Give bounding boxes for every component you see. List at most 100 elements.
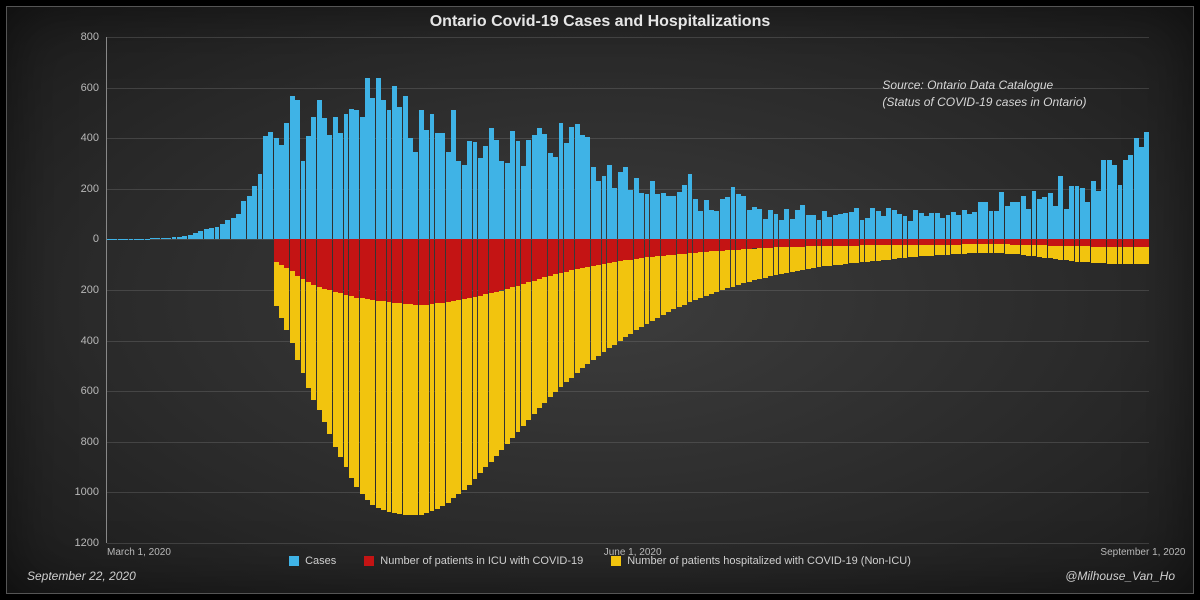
bar-cases	[1064, 209, 1069, 239]
bar-icu	[338, 239, 343, 293]
y-tick-label: 800	[81, 436, 99, 448]
bar-nonicu	[424, 305, 429, 514]
bar-nonicu	[274, 262, 279, 306]
bar-nonicu	[1037, 245, 1042, 257]
bar-icu	[1101, 239, 1106, 247]
bar-nonicu	[628, 260, 633, 334]
credit-label: @Milhouse_Van_Ho	[1065, 569, 1175, 583]
bar-cases	[145, 239, 150, 240]
legend-swatch-cases	[289, 556, 299, 566]
bar-icu	[354, 239, 359, 297]
bar-cases	[344, 114, 349, 239]
bar-icu	[784, 239, 789, 247]
bar-nonicu	[962, 244, 967, 253]
bar-icu	[311, 239, 316, 285]
bar-nonicu	[698, 252, 703, 298]
bar-cases	[725, 197, 730, 239]
bar-cases	[408, 138, 413, 239]
bar-cases	[704, 200, 709, 240]
bar-nonicu	[365, 299, 370, 500]
bar-cases	[1118, 185, 1123, 240]
bar-nonicu	[1085, 246, 1090, 262]
bar-cases	[736, 194, 741, 239]
bar-cases	[596, 181, 601, 239]
bar-nonicu	[790, 247, 795, 272]
bar-cases	[381, 100, 386, 239]
bar-icu	[327, 239, 332, 290]
bar-cases	[473, 142, 478, 240]
bar-cases	[290, 96, 295, 240]
bar-cases	[204, 229, 209, 240]
bar-cases	[532, 135, 537, 239]
bar-cases	[1101, 160, 1106, 239]
bar-nonicu	[946, 245, 951, 255]
bar-nonicu	[327, 290, 332, 434]
bar-cases	[709, 210, 714, 240]
bar-cases	[220, 224, 225, 239]
bar-icu	[349, 239, 354, 296]
bar-nonicu	[967, 244, 972, 253]
bar-cases	[671, 196, 676, 239]
bar-cases	[284, 123, 289, 240]
bar-cases	[688, 174, 693, 239]
bar-cases	[349, 109, 354, 239]
bar-cases	[333, 117, 338, 239]
bar-icu	[1107, 239, 1112, 247]
bar-nonicu	[623, 260, 628, 337]
bar-nonicu	[661, 256, 666, 315]
bar-cases	[263, 136, 268, 239]
bar-cases	[215, 227, 220, 239]
bar-nonicu	[344, 295, 349, 468]
bar-nonicu	[387, 302, 392, 512]
bar-cases	[424, 130, 429, 240]
bar-cases	[774, 214, 779, 240]
bar-nonicu	[559, 273, 564, 387]
bar-nonicu	[827, 246, 832, 266]
bar-cases	[865, 218, 870, 240]
bar-cases	[983, 202, 988, 239]
bar-nonicu	[290, 271, 295, 343]
bar-nonicu	[763, 248, 768, 278]
bar-nonicu	[736, 250, 741, 286]
bar-nonicu	[580, 268, 585, 369]
bar-icu	[333, 239, 338, 291]
bar-nonicu	[510, 287, 515, 437]
bar-cases	[1139, 147, 1144, 239]
bar-icu	[725, 239, 730, 250]
bar-cases	[322, 118, 327, 239]
bar-icu	[494, 239, 499, 291]
bar-cases	[236, 214, 241, 239]
bar-nonicu	[1080, 246, 1085, 261]
bar-cases	[317, 100, 322, 239]
bar-nonicu	[747, 249, 752, 282]
bar-icu	[301, 239, 306, 278]
bar-nonicu	[704, 252, 709, 296]
bar-cases	[714, 211, 719, 239]
bar-nonicu	[752, 249, 757, 281]
bar-cases	[650, 181, 655, 240]
bar-cases	[155, 238, 160, 239]
bar-cases	[612, 188, 617, 239]
bar-icu	[317, 239, 322, 287]
bar-cases	[129, 239, 134, 240]
bar-icu	[473, 239, 478, 296]
bar-icu	[811, 239, 816, 246]
bar-nonicu	[655, 256, 660, 317]
bar-nonicu	[403, 304, 408, 515]
bar-icu	[612, 239, 617, 262]
legend-label-icu: Number of patients in ICU with COVID-19	[380, 555, 583, 567]
bar-nonicu	[521, 284, 526, 426]
bar-nonicu	[430, 304, 435, 511]
bar-nonicu	[1139, 247, 1144, 264]
bar-cases	[752, 207, 757, 240]
bar-cases	[1144, 132, 1149, 240]
grid-line	[107, 543, 1149, 544]
bar-icu	[1085, 239, 1090, 246]
bar-cases	[1134, 138, 1139, 239]
bar-cases	[435, 133, 440, 240]
bar-nonicu	[569, 270, 574, 377]
bar-icu	[451, 239, 456, 300]
bar-icu	[714, 239, 719, 250]
bar-icu	[516, 239, 521, 285]
legend-item-nonicu: Number of patients hospitalized with COV…	[611, 555, 911, 567]
